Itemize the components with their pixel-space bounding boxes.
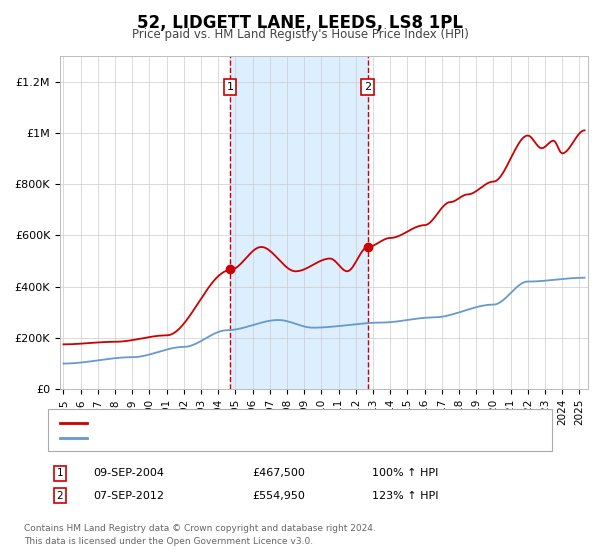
Text: £467,500: £467,500 [252,468,305,478]
Text: 1: 1 [56,468,64,478]
Text: 52, LIDGETT LANE, LEEDS, LS8 1PL: 52, LIDGETT LANE, LEEDS, LS8 1PL [137,14,463,32]
Text: 52, LIDGETT LANE, LEEDS, LS8 1PL (detached house): 52, LIDGETT LANE, LEEDS, LS8 1PL (detach… [93,418,370,428]
Text: HPI: Average price, detached house, Leeds: HPI: Average price, detached house, Leed… [93,433,316,443]
Text: 2: 2 [56,491,64,501]
Text: Price paid vs. HM Land Registry's House Price Index (HPI): Price paid vs. HM Land Registry's House … [131,28,469,41]
Text: 09-SEP-2004: 09-SEP-2004 [93,468,164,478]
Text: 2: 2 [364,82,371,92]
Text: 123% ↑ HPI: 123% ↑ HPI [372,491,439,501]
Text: 100% ↑ HPI: 100% ↑ HPI [372,468,439,478]
Text: Contains HM Land Registry data © Crown copyright and database right 2024.: Contains HM Land Registry data © Crown c… [24,524,376,533]
Text: 1: 1 [227,82,233,92]
Bar [230,56,368,389]
Text: £554,950: £554,950 [252,491,305,501]
Text: 07-SEP-2012: 07-SEP-2012 [93,491,164,501]
Text: This data is licensed under the Open Government Licence v3.0.: This data is licensed under the Open Gov… [24,537,313,546]
